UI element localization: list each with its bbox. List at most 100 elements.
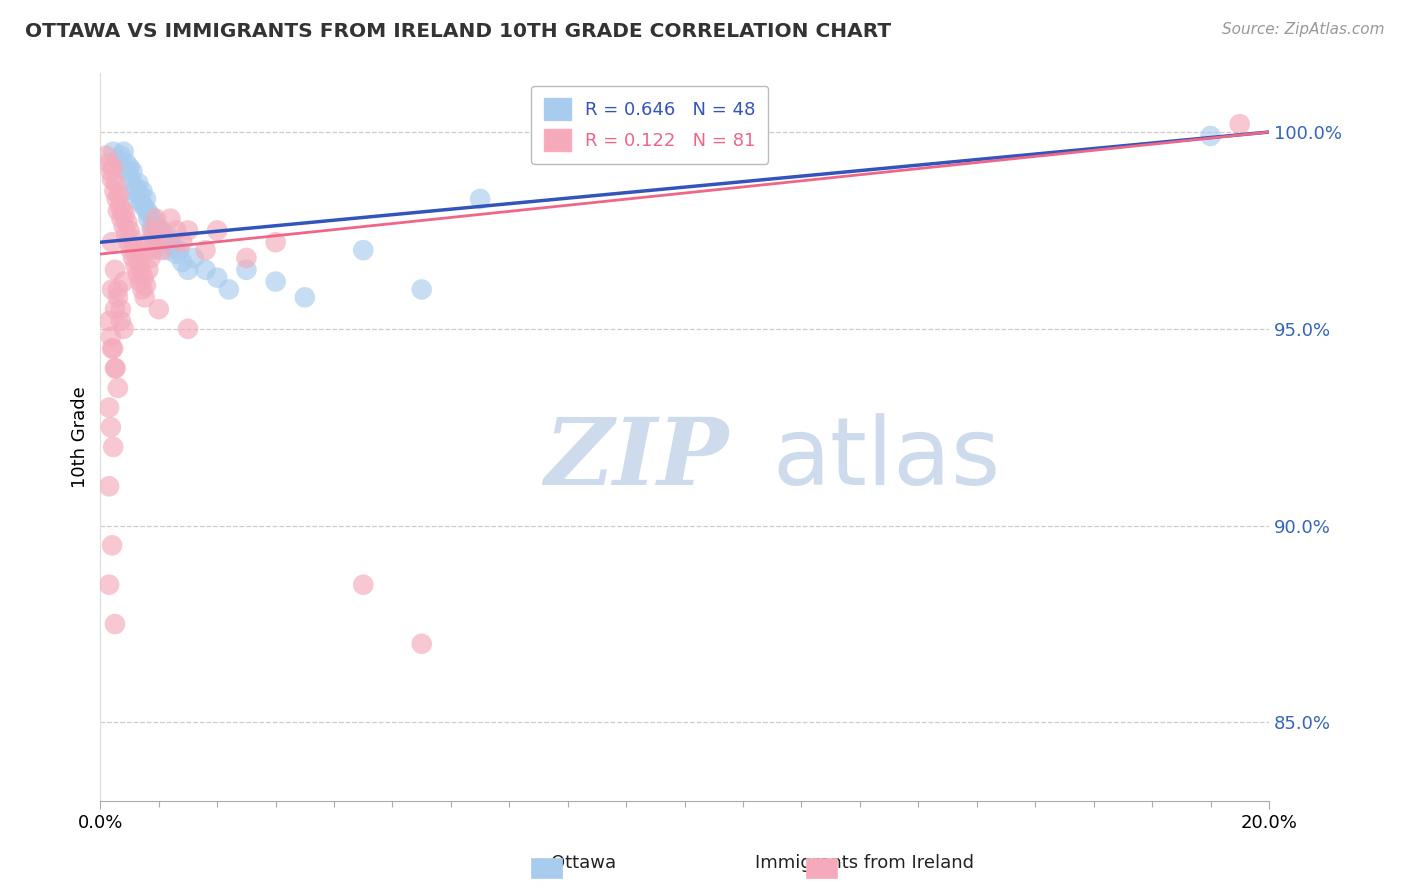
Point <box>121 231 143 245</box>
Point <box>129 195 152 210</box>
Point <box>136 203 159 218</box>
Point <box>352 243 374 257</box>
Point <box>112 219 135 234</box>
Point <box>103 145 125 159</box>
Point <box>112 145 135 159</box>
Point <box>138 235 160 250</box>
Point <box>141 223 163 237</box>
Point <box>100 420 122 434</box>
Point <box>103 342 125 356</box>
Point <box>101 235 124 250</box>
Text: OTTAWA VS IMMIGRANTS FROM IRELAND 10TH GRADE CORRELATION CHART: OTTAWA VS IMMIGRANTS FROM IRELAND 10TH G… <box>25 22 891 41</box>
Point <box>139 208 162 222</box>
Point <box>644 128 666 143</box>
Point <box>118 161 141 175</box>
Point <box>194 262 217 277</box>
Point <box>122 251 145 265</box>
Point <box>145 211 167 226</box>
Point <box>1229 117 1251 131</box>
Text: Ottawa: Ottawa <box>551 855 616 872</box>
Point <box>107 381 129 395</box>
Point <box>177 262 200 277</box>
Point <box>159 231 181 245</box>
Point <box>135 192 157 206</box>
Point <box>139 251 162 265</box>
Point <box>110 148 132 162</box>
Point <box>141 219 163 234</box>
Point <box>117 235 139 250</box>
Point <box>411 283 433 297</box>
Point <box>120 172 142 186</box>
Point <box>153 235 176 250</box>
Point <box>172 235 194 250</box>
Point <box>107 153 129 167</box>
Point <box>100 164 122 178</box>
Point <box>128 255 150 269</box>
Point <box>117 164 139 178</box>
Point <box>135 278 157 293</box>
Point <box>177 322 200 336</box>
Point <box>159 211 181 226</box>
Point <box>148 302 170 317</box>
Point <box>122 239 145 253</box>
Point <box>111 203 134 218</box>
Point <box>148 231 170 245</box>
Point <box>127 267 149 281</box>
Point <box>101 172 124 186</box>
Point <box>150 223 173 237</box>
Text: ZIP: ZIP <box>544 414 728 504</box>
Point <box>264 235 287 250</box>
Point <box>110 200 132 214</box>
Point <box>112 275 135 289</box>
Point <box>468 192 491 206</box>
Point <box>134 200 156 214</box>
Point <box>110 211 132 226</box>
Point <box>167 243 190 257</box>
Point <box>107 283 129 297</box>
Point <box>107 203 129 218</box>
Point <box>98 479 121 493</box>
Legend: R = 0.646   N = 48, R = 0.122   N = 81: R = 0.646 N = 48, R = 0.122 N = 81 <box>531 86 768 164</box>
Point <box>98 578 121 592</box>
Point <box>124 259 146 273</box>
Point <box>105 192 128 206</box>
Point <box>122 184 145 198</box>
Point <box>110 302 132 317</box>
Point <box>104 176 127 190</box>
Point <box>153 231 176 245</box>
Point <box>104 361 127 376</box>
Point <box>143 231 166 245</box>
Point <box>146 219 169 234</box>
Point <box>136 243 159 257</box>
Point <box>98 156 121 170</box>
Point <box>352 578 374 592</box>
Point <box>104 302 127 317</box>
Point <box>177 223 200 237</box>
Point <box>108 188 131 202</box>
Point <box>129 188 152 202</box>
Text: atlas: atlas <box>772 413 1001 505</box>
Point <box>172 255 194 269</box>
Point <box>121 164 143 178</box>
Point <box>112 322 135 336</box>
Point <box>264 275 287 289</box>
Point <box>125 247 148 261</box>
Point <box>115 156 138 170</box>
Point <box>101 283 124 297</box>
Text: Source: ZipAtlas.com: Source: ZipAtlas.com <box>1222 22 1385 37</box>
Point <box>1199 128 1222 143</box>
Point <box>205 223 228 237</box>
Point <box>103 161 125 175</box>
Y-axis label: 10th Grade: 10th Grade <box>72 386 89 488</box>
Point <box>150 243 173 257</box>
Point <box>129 262 152 277</box>
Point <box>124 180 146 194</box>
Point <box>294 290 316 304</box>
Point <box>96 148 118 162</box>
Point <box>132 270 155 285</box>
Point <box>142 243 165 257</box>
Point <box>100 329 122 343</box>
Point <box>120 243 142 257</box>
Point <box>145 227 167 242</box>
Point <box>115 227 138 242</box>
